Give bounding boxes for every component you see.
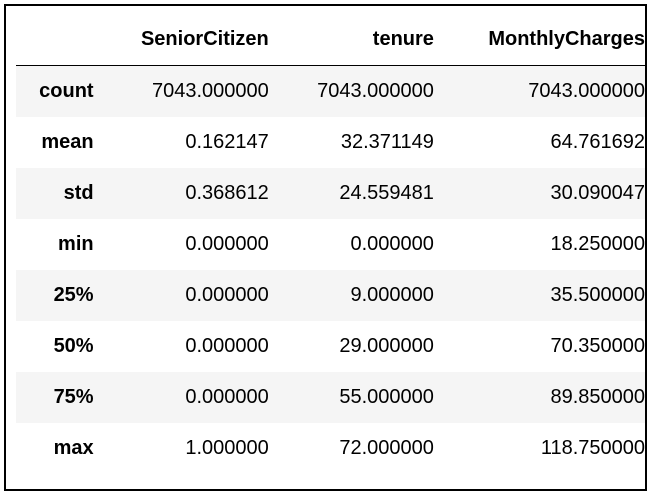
table-cell: 0.162147 xyxy=(185,131,269,153)
table-cell: 55.000000 xyxy=(339,386,434,408)
table-cell: 89.850000 xyxy=(550,386,645,408)
row-label: 25% xyxy=(53,284,94,306)
table-row: min 0.000000 0.000000 18.250000 xyxy=(16,219,645,270)
table-cell: 0.000000 xyxy=(185,233,269,255)
table-header: SeniorCitizen tenure MonthlyCharges xyxy=(16,14,645,66)
row-label: max xyxy=(53,437,94,459)
table-cell: 1.000000 xyxy=(185,437,269,459)
table-cell: 9.000000 xyxy=(350,284,434,306)
table-body: count 7043.000000 7043.000000 7043.00000… xyxy=(16,65,645,474)
table-cell: 7043.000000 xyxy=(317,80,434,102)
table-cell: 18.250000 xyxy=(550,233,645,255)
table-cell: 72.000000 xyxy=(339,437,434,459)
table-cell: 0.000000 xyxy=(350,233,434,255)
table-cell: 64.761692 xyxy=(550,131,645,153)
index-header xyxy=(16,14,94,66)
table-cell: 0.000000 xyxy=(185,284,269,306)
table-cell: 32.371149 xyxy=(340,131,434,153)
table-row: 50% 0.000000 29.000000 70.350000 xyxy=(16,321,645,372)
column-header-tenure: tenure xyxy=(268,14,434,66)
table-cell: 7043.000000 xyxy=(151,80,269,102)
table-cell: 0.000000 xyxy=(185,335,269,357)
table-cell: 35.500000 xyxy=(550,284,645,306)
row-label: min xyxy=(58,233,94,255)
row-label: 50% xyxy=(53,335,94,357)
table-cell: 0.000000 xyxy=(185,386,269,408)
table-row: 75% 0.000000 55.000000 89.850000 xyxy=(16,372,645,423)
table-cell: 70.350000 xyxy=(550,335,645,357)
table-cell: 30.090047 xyxy=(550,182,645,204)
table-cell: 24.559481 xyxy=(339,182,434,204)
table-cell: 118.750000 xyxy=(540,437,645,459)
column-header-seniorcitizen: SeniorCitizen xyxy=(93,14,269,66)
describe-table: SeniorCitizen tenure MonthlyCharges coun… xyxy=(16,14,645,474)
table-row: 25% 0.000000 9.000000 35.500000 xyxy=(16,270,645,321)
output-frame: SeniorCitizen tenure MonthlyCharges coun… xyxy=(4,4,647,491)
table-cell: 29.000000 xyxy=(339,335,434,357)
table-row: count 7043.000000 7043.000000 7043.00000… xyxy=(16,65,645,117)
header-row: SeniorCitizen tenure MonthlyCharges xyxy=(16,14,645,66)
row-label: count xyxy=(39,80,94,102)
row-label: std xyxy=(63,182,94,204)
table-row: max 1.000000 72.000000 118.750000 xyxy=(16,423,645,474)
row-label: 75% xyxy=(53,386,94,408)
table-cell: 7043.000000 xyxy=(528,80,645,102)
row-label: mean xyxy=(41,131,94,153)
table-row: std 0.368612 24.559481 30.090047 xyxy=(16,168,645,219)
table-cell: 0.368612 xyxy=(185,182,269,204)
table-row: mean 0.162147 32.371149 64.761692 xyxy=(16,117,645,168)
column-header-monthlycharges: MonthlyCharges xyxy=(433,14,645,66)
